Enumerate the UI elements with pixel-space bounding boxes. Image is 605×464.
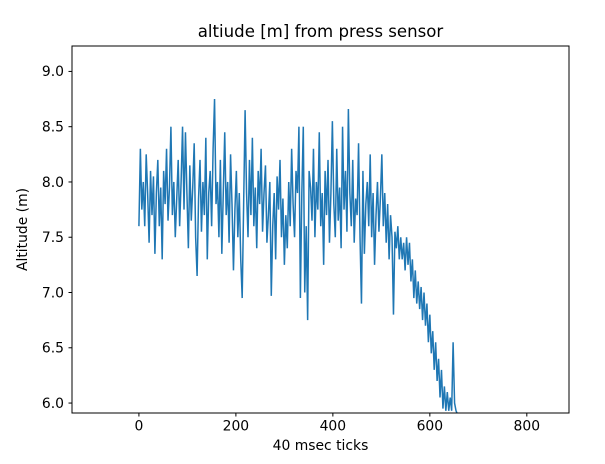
x-axis-label: 40 msec ticks [273, 438, 369, 454]
plot-area [72, 46, 569, 413]
axes-frame [71, 45, 570, 414]
y-tick-label: 7.0 [42, 285, 64, 301]
chart-title: altiude [m] from press sensor [198, 22, 444, 41]
x-tick-label: 200 [223, 419, 250, 435]
y-tick-label: 6.5 [42, 341, 64, 357]
x-tick-label: 600 [417, 419, 444, 435]
y-tick-label: 6.0 [42, 396, 64, 412]
y-tick-label: 8.0 [42, 175, 64, 191]
altitude-line-series [138, 99, 458, 413]
x-tick-label: 400 [320, 419, 347, 435]
y-tick-label: 8.5 [42, 119, 64, 135]
x-axis-ticks: 0 200 400 600 800 [134, 413, 540, 435]
x-tick-label: 800 [514, 419, 541, 435]
y-axis-ticks: 6.0 6.5 7.0 7.5 8.0 8.5 9.0 [42, 64, 72, 412]
x-tick-label: 0 [134, 419, 143, 435]
y-tick-label: 9.0 [42, 64, 64, 80]
y-axis-label: Altitude (m) [15, 188, 31, 271]
y-tick-label: 7.5 [42, 230, 64, 246]
